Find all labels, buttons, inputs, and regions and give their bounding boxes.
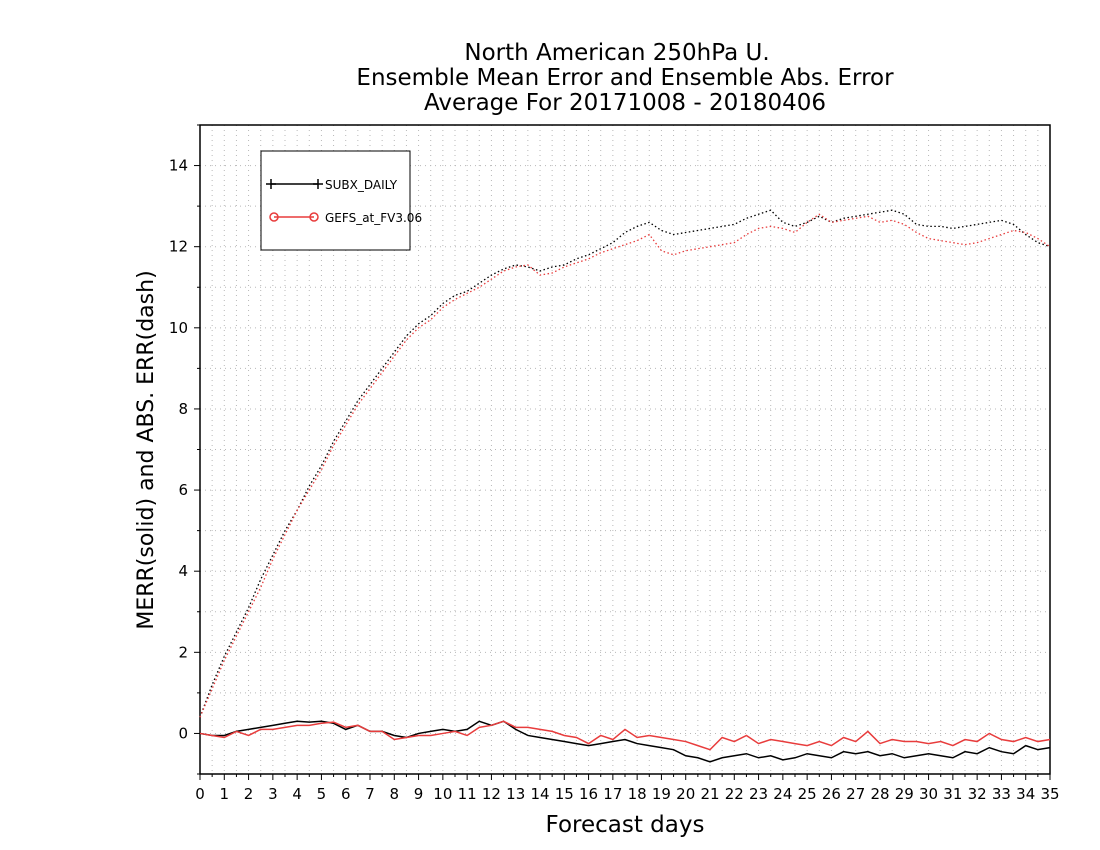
y-tick-label: 0: [178, 724, 188, 742]
x-tick-label: 25: [798, 785, 817, 803]
legend-marker-plus-1-right: [313, 179, 323, 189]
x-tick-label: 2: [244, 785, 254, 803]
x-tick-label: 11: [458, 785, 477, 803]
x-tick-label: 17: [603, 785, 622, 803]
legend-label-1: SUBX_DAILY: [325, 178, 398, 192]
legend-box: [260, 150, 411, 251]
x-tick-label: 33: [992, 785, 1011, 803]
x-tick-label: 1: [220, 785, 230, 803]
x-tick-label: 27: [846, 785, 865, 803]
x-tick-label: 8: [390, 785, 400, 803]
x-tick-label: 6: [341, 785, 351, 803]
legend-marker-plus-1-left: [266, 179, 276, 189]
x-tick-label: 21: [700, 785, 719, 803]
x-tick-label: 12: [482, 785, 501, 803]
y-tick-label: 8: [178, 400, 188, 418]
x-tick-label: 15: [555, 785, 574, 803]
x-tick-label: 3: [268, 785, 278, 803]
x-tick-label: 34: [1016, 785, 1035, 803]
x-tick-label: 4: [292, 785, 302, 803]
y-tick-label: 4: [178, 562, 188, 580]
x-tick-label: 9: [414, 785, 424, 803]
x-tick-label: 24: [773, 785, 792, 803]
x-tick-label: 19: [652, 785, 671, 803]
chart-title-line-2: Ensemble Mean Error and Ensemble Abs. Er…: [356, 65, 894, 91]
y-tick-label: 10: [169, 319, 188, 337]
y-axis: 0 2 4 6 8 10 12 14: [169, 124, 200, 775]
y-tick-label: 2: [178, 643, 188, 661]
chart-title-line-3: Average For 20171008 - 20180406: [424, 90, 826, 116]
x-tick-label: 23: [749, 785, 768, 803]
series-line-mean-error-subx-daily: [199, 720, 1051, 763]
x-tick-label: 31: [943, 785, 962, 803]
y-tick-label: 6: [178, 481, 188, 499]
x-tick-label: 26: [822, 785, 841, 803]
x-tick-label: 7: [365, 785, 375, 803]
x-tick-label: 30: [919, 785, 938, 803]
x-tick-label: 10: [433, 785, 452, 803]
x-tick-label: 18: [628, 785, 647, 803]
x-axis-label: Forecast days: [546, 812, 705, 838]
x-tick-label: 16: [579, 785, 598, 803]
legend-marker-circle-2-left: [269, 212, 279, 222]
y-tick-label: 12: [169, 238, 188, 256]
series-line-mean-error-gefs-fv3: [199, 720, 1051, 751]
series-group: [199, 209, 1051, 763]
grid: [200, 125, 1050, 774]
y-tick-label: 14: [169, 157, 188, 175]
x-tick-label: 5: [317, 785, 327, 803]
legend-marker-circle-2-right: [309, 212, 319, 222]
x-tick-label: 32: [968, 785, 987, 803]
legend: SUBX_DAILY GEFS_at_FV3.06: [260, 150, 422, 251]
legend-label-2: GEFS_at_FV3.06: [325, 211, 422, 225]
x-axis: 0 1 2 3 4 5 6 7 8 9 10 11 12 13 14 15 16 17 18 19 20 21 22 23 24…: [195, 774, 1060, 803]
x-tick-label: 29: [895, 785, 914, 803]
x-tick-label: 28: [870, 785, 889, 803]
x-tick-label: 13: [506, 785, 525, 803]
series-line-abs-error-subx-daily: [199, 209, 1051, 718]
chart-title-line-1: North American 250hPa U.: [464, 40, 769, 66]
x-tick-label: 22: [725, 785, 744, 803]
x-tick-label: 20: [676, 785, 695, 803]
x-tick-label: 14: [530, 785, 549, 803]
y-axis-label: MERR(solid) and ABS. ERR(dash): [134, 270, 159, 629]
x-tick-label: 35: [1040, 785, 1059, 803]
x-tick-label: 0: [195, 785, 205, 803]
